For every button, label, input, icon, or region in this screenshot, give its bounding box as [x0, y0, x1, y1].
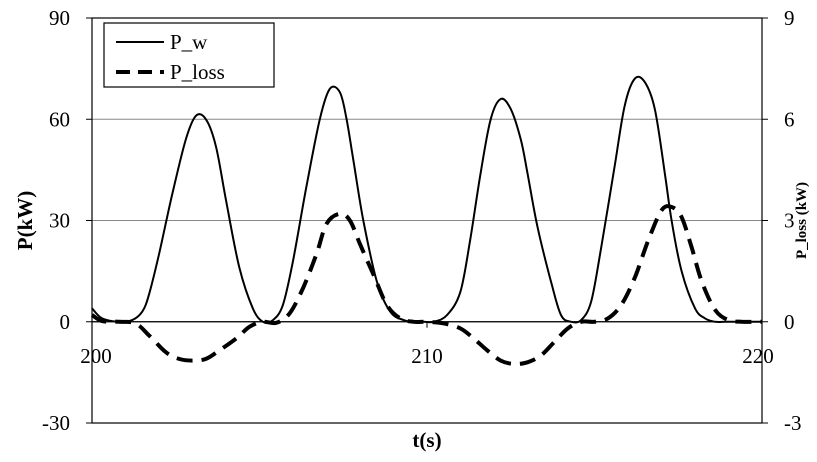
y2-tick-label: -3: [784, 411, 802, 435]
y2-tick-label: 0: [784, 310, 795, 334]
legend-label-p-loss: P_loss: [170, 60, 225, 84]
series-line-p-loss: [90, 204, 762, 366]
x-tick-label: 220: [742, 344, 774, 368]
legend: P_w P_loss: [103, 22, 275, 88]
y2-tick-label: 3: [784, 209, 795, 233]
y-tick-label: 30: [49, 209, 70, 233]
y2-tick-label: 9: [784, 6, 795, 30]
legend-box: [103, 22, 275, 88]
x-tick-label: 210: [411, 344, 443, 368]
legend-label-p-w: P_w: [170, 30, 208, 54]
y-tick-label: 0: [60, 310, 71, 334]
y2-axis-title: P_loss (kW): [794, 182, 810, 259]
series-lines: [90, 75, 762, 366]
y-tick-label: -30: [42, 411, 70, 435]
y2-tick-label: 6: [784, 107, 795, 131]
y-tick-label: 90: [49, 6, 70, 30]
x-axis-title: t(s): [412, 428, 441, 452]
y-tick-label: 60: [49, 107, 70, 131]
y-axis-title: P(kW): [13, 191, 37, 251]
series-line-p-w: [91, 75, 762, 324]
x-tick-label: 200: [80, 344, 112, 368]
